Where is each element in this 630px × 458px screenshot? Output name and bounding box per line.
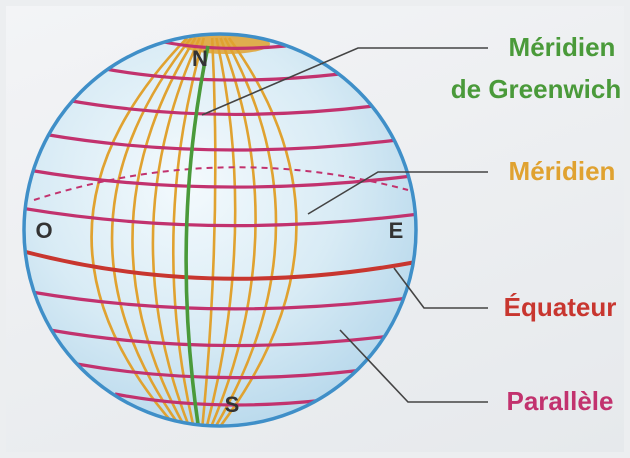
meridian-line [213, 37, 278, 426]
label-greenwich-line1: Méridien [509, 32, 616, 62]
leader-parallel [339, 329, 488, 403]
meridian-line [209, 37, 257, 426]
parallel-line [76, 362, 364, 380]
back-parallel-dashed [33, 166, 409, 201]
compass-north: N [192, 46, 208, 71]
greenwich-meridian-line [184, 45, 210, 425]
globe-outline [22, 32, 418, 428]
label-greenwich-line2: de Greenwich [451, 74, 622, 104]
label-meridian: Méridien [509, 156, 616, 186]
meridian-line [205, 37, 237, 426]
leader-greenwich [201, 47, 488, 116]
label-equator: Équateur [504, 292, 617, 322]
parallel-line [49, 328, 391, 348]
parallel-lines [24, 38, 416, 407]
parallel-line [65, 98, 375, 117]
meridian-line [200, 37, 217, 426]
parallel-line [27, 168, 413, 189]
parallel-line [42, 132, 398, 152]
parallel-line [99, 66, 341, 82]
meridian-line [217, 37, 298, 426]
label-parallel: Parallèle [507, 386, 614, 416]
compass-west: O [35, 218, 52, 243]
parallel-line [31, 290, 409, 311]
compass-east: E [389, 218, 404, 243]
parallel-line [24, 206, 416, 228]
compass-south: S [225, 392, 240, 417]
leader-meridian [307, 171, 488, 215]
globe-body [24, 34, 416, 426]
leader-equator [393, 267, 488, 309]
parallel-line [114, 392, 326, 407]
equator-line [25, 250, 416, 281]
